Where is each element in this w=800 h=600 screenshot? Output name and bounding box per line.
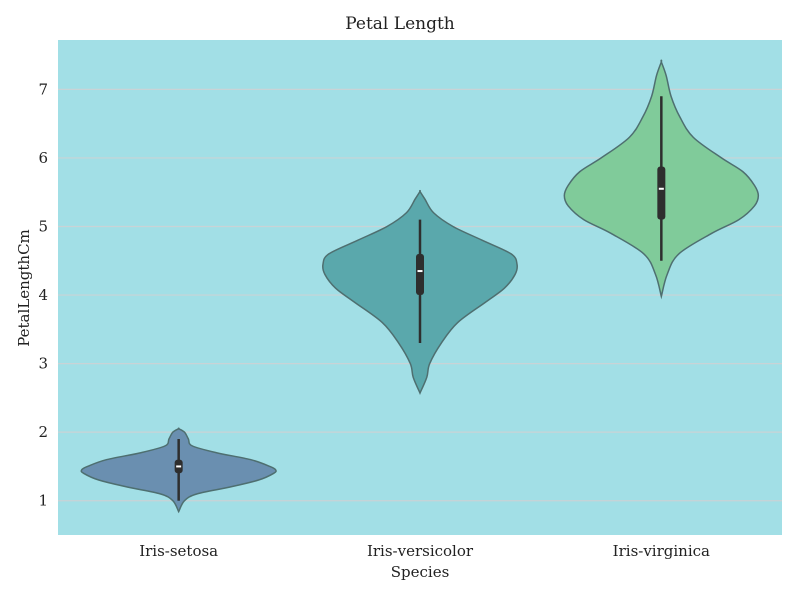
y-tick-label: 5 — [38, 217, 48, 235]
x-tick-label: Iris-virginica — [613, 542, 710, 560]
y-axis-ticks: 1 2 3 4 5 6 7 — [38, 80, 48, 509]
iqr-box — [416, 253, 424, 296]
iqr-box — [657, 166, 666, 220]
y-tick-label: 1 — [38, 492, 48, 510]
y-tick-label: 6 — [38, 149, 48, 167]
y-tick-label: 2 — [38, 423, 48, 441]
x-axis-label: Species — [390, 563, 450, 581]
y-tick-label: 7 — [38, 80, 48, 98]
y-axis-label: PetalLengthCm — [15, 229, 33, 347]
chart-title: Petal Length — [345, 14, 455, 34]
y-tick-label: 4 — [38, 286, 48, 304]
y-tick-label: 3 — [38, 355, 48, 373]
x-tick-label: Iris-setosa — [139, 542, 218, 560]
x-axis-ticks: Iris-setosa Iris-versicolor Iris-virginica — [139, 542, 710, 560]
violins — [80, 59, 760, 514]
x-tick-label: Iris-versicolor — [367, 542, 474, 560]
